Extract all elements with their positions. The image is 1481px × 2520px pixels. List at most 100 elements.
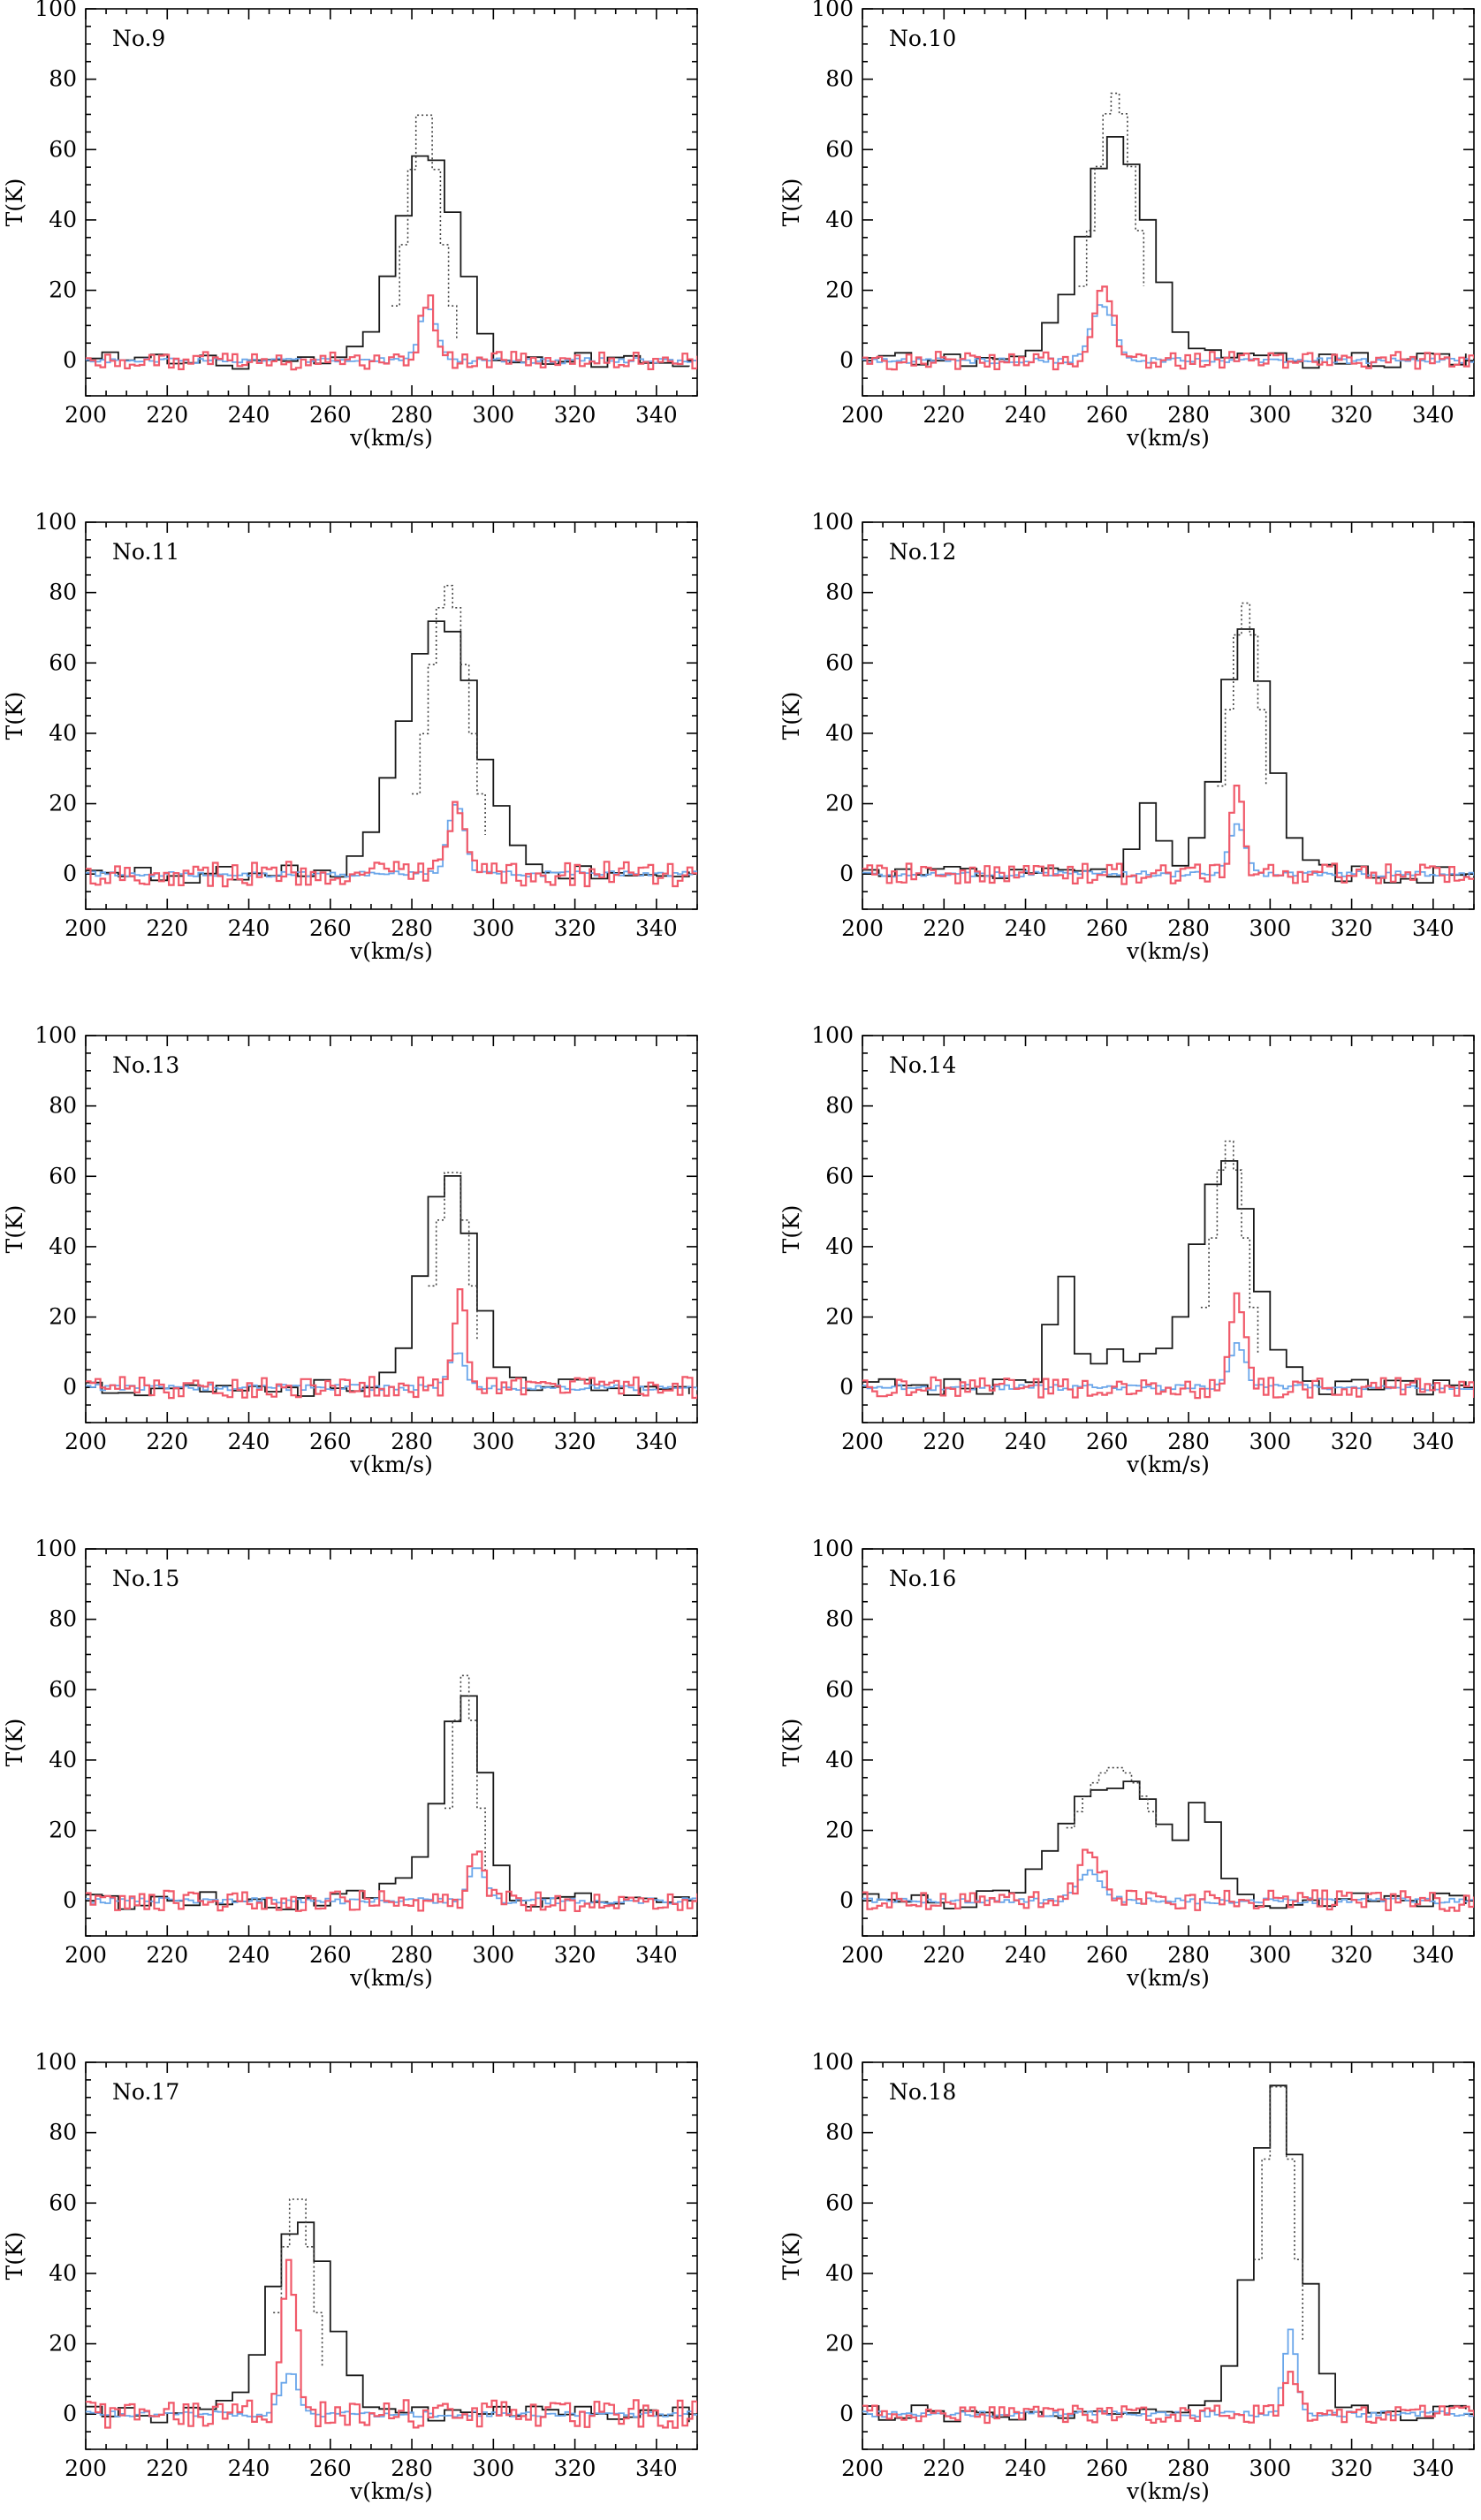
y-tick-label: 40 <box>825 720 854 746</box>
x-tick-label: 340 <box>635 1429 678 1454</box>
x-tick-label: 200 <box>65 915 107 941</box>
series-dotted-line <box>1078 92 1145 287</box>
x-tick-label: 200 <box>841 1429 884 1454</box>
x-tick-label: 260 <box>1086 2455 1128 2481</box>
x-tick-label: 320 <box>1331 1429 1373 1454</box>
plot-frame <box>85 1548 698 1937</box>
x-tick-label: 300 <box>1249 1942 1291 1968</box>
series-observed-line <box>862 136 1467 369</box>
x-tick-label: 340 <box>1412 915 1454 941</box>
y-tick-label: 40 <box>49 1747 77 1772</box>
x-tick-label: 300 <box>1249 402 1291 428</box>
series-observed-line <box>86 155 690 370</box>
panel-title: No.18 <box>889 2079 956 2105</box>
x-tick-label: 220 <box>146 1429 188 1454</box>
series-blue-line <box>862 823 1474 878</box>
x-tick-label: 320 <box>554 2455 596 2481</box>
plot-frame <box>862 2061 1475 2450</box>
series-red-line <box>862 1848 1474 1912</box>
spectrum-panel-16: 200 220 240 260 280 300 320 340 0 20 40 60 80 100 v(km… <box>778 1536 1475 1991</box>
series-blue-line <box>86 1867 697 1905</box>
x-tick-label: 260 <box>1086 915 1128 941</box>
y-axis-label: T(K) <box>778 2232 804 2281</box>
series-dotted-line <box>391 114 458 341</box>
x-tick-label: 280 <box>391 402 433 428</box>
x-tick-label: 340 <box>1412 1942 1454 1968</box>
x-tick-label: 200 <box>65 402 107 428</box>
x-tick-label: 320 <box>1331 2455 1373 2481</box>
spectrum-panel-13: 200 220 240 260 280 300 320 340 0 20 40 60 80 100 v(km… <box>2 1022 698 1477</box>
x-axis-label: v(km/s) <box>349 2478 433 2504</box>
y-tick-label: 60 <box>825 1676 854 1702</box>
spectrum-panel-10: 200 220 240 260 280 300 320 340 0 20 40 60 80 100 v(km… <box>778 0 1475 451</box>
series-dotted-line <box>412 584 486 835</box>
plot-frame <box>85 2061 698 2450</box>
x-tick-label: 260 <box>309 2455 352 2481</box>
series-observed-line <box>862 1160 1467 1396</box>
series-red-line <box>86 294 697 371</box>
y-tick-label: 80 <box>825 2120 854 2145</box>
series-dotted-line <box>273 2198 323 2366</box>
x-tick-label: 200 <box>841 1942 884 1968</box>
x-axis-label: v(km/s) <box>1126 1965 1210 1991</box>
plot-frame <box>85 8 698 397</box>
y-tick-label: 20 <box>49 1304 77 1330</box>
series-dotted-line <box>1200 1140 1259 1355</box>
y-tick-label: 100 <box>811 1536 854 1561</box>
y-axis-label: T(K) <box>2 178 27 227</box>
x-tick-label: 280 <box>391 915 433 941</box>
x-tick-label: 340 <box>635 2455 678 2481</box>
y-axis-label: T(K) <box>778 1719 804 1767</box>
x-tick-label: 240 <box>1005 2455 1047 2481</box>
y-tick-label: 40 <box>825 207 854 232</box>
x-tick-label: 200 <box>65 2455 107 2481</box>
x-tick-label: 260 <box>1086 1942 1128 1968</box>
y-tick-label: 0 <box>63 1374 77 1400</box>
y-tick-label: 80 <box>825 1606 854 1632</box>
series-red-line <box>86 801 697 888</box>
y-tick-label: 60 <box>825 649 854 675</box>
plot-frame <box>85 521 698 910</box>
series-dotted-line <box>1066 1766 1157 1829</box>
series-group <box>86 114 697 371</box>
x-tick-label: 280 <box>391 2455 433 2481</box>
x-tick-label: 200 <box>65 1942 107 1968</box>
x-tick-label: 300 <box>1249 1429 1291 1454</box>
y-axis-label: T(K) <box>778 692 804 740</box>
series-blue-line <box>86 307 697 365</box>
y-tick-label: 20 <box>49 2331 77 2357</box>
series-group <box>86 584 697 888</box>
series-blue-line <box>86 803 697 878</box>
x-tick-label: 280 <box>391 1942 433 1968</box>
panel-title: No.11 <box>112 539 179 565</box>
y-axis-label: T(K) <box>2 692 27 740</box>
y-tick-label: 40 <box>49 720 77 746</box>
y-tick-label: 60 <box>49 1163 77 1188</box>
x-tick-label: 260 <box>1086 402 1128 428</box>
series-dotted-line <box>1217 602 1267 787</box>
plot-frame <box>862 8 1475 397</box>
panel-title: No.15 <box>112 1566 179 1591</box>
y-tick-label: 0 <box>839 347 854 373</box>
x-tick-label: 320 <box>1331 402 1373 428</box>
x-tick-label: 340 <box>635 402 678 428</box>
y-tick-label: 0 <box>63 2401 77 2426</box>
series-observed-line <box>86 1175 690 1397</box>
y-tick-label: 60 <box>49 1676 77 1702</box>
series-red-line <box>86 2258 697 2429</box>
series-group <box>86 2198 697 2429</box>
series-observed-line <box>86 2221 690 2424</box>
y-tick-label: 100 <box>811 2049 854 2075</box>
y-tick-label: 100 <box>34 509 77 535</box>
y-tick-label: 40 <box>825 1233 854 1259</box>
panel-title: No.17 <box>112 2079 179 2105</box>
x-axis-label: v(km/s) <box>1126 2478 1210 2504</box>
series-red-line <box>862 285 1474 371</box>
plot-frame <box>85 1035 698 1423</box>
spectrum-panel-11: 200 220 240 260 280 300 320 340 0 20 40 60 80 100 v(km… <box>2 509 698 964</box>
panel-title: No.14 <box>889 1052 956 1078</box>
spectrum-panel-14: 200 220 240 260 280 300 320 340 0 20 40 60 80 100 v(km… <box>778 1022 1475 1477</box>
y-axis-label: T(K) <box>2 2232 27 2281</box>
x-axis-label: v(km/s) <box>1126 938 1210 964</box>
x-tick-label: 320 <box>554 402 596 428</box>
